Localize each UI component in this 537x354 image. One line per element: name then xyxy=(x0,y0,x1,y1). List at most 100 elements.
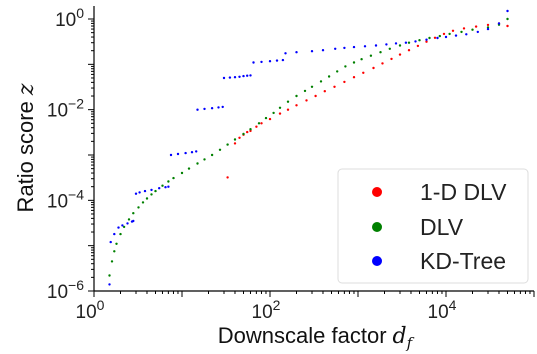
data-point xyxy=(228,76,232,79)
x-axis-ticks: 100 102 104 xyxy=(76,291,535,323)
data-point xyxy=(506,9,509,13)
data-point xyxy=(121,224,124,227)
data-point xyxy=(334,47,337,50)
data-point xyxy=(319,80,323,83)
data-point xyxy=(486,27,490,31)
data-point xyxy=(407,49,411,52)
data-point xyxy=(275,59,279,62)
data-point xyxy=(249,128,252,131)
data-point xyxy=(252,61,255,64)
data-point xyxy=(388,47,391,50)
data-point xyxy=(284,52,287,55)
data-point xyxy=(233,76,237,79)
data-point xyxy=(486,23,490,27)
data-point xyxy=(117,226,120,229)
data-point xyxy=(272,111,275,115)
data-point xyxy=(286,108,290,111)
data-point xyxy=(113,232,116,236)
data-point xyxy=(164,186,167,189)
data-point xyxy=(222,76,226,80)
data-point xyxy=(242,74,245,78)
y-axis-symbol: z xyxy=(14,83,39,96)
data-point xyxy=(141,201,145,204)
data-point xyxy=(497,22,501,25)
data-point xyxy=(363,45,367,48)
data-point xyxy=(428,36,431,40)
data-point xyxy=(246,74,249,77)
y-axis-label-text: Ratio score xyxy=(13,101,38,212)
data-point xyxy=(190,151,194,154)
data-point xyxy=(372,66,375,70)
data-point xyxy=(249,129,252,133)
data-point xyxy=(414,40,417,43)
data-point xyxy=(257,122,261,125)
data-point xyxy=(310,50,314,53)
data-point xyxy=(169,153,173,157)
data-point xyxy=(108,274,111,277)
data-point xyxy=(137,206,140,209)
data-point xyxy=(210,107,214,110)
data-point xyxy=(390,57,393,61)
data-point xyxy=(150,188,153,192)
legend-label-dlv: DLV xyxy=(420,214,464,240)
data-point xyxy=(134,192,138,195)
data-point xyxy=(433,36,437,39)
legend-label-1d-dlv: 1-D DLV xyxy=(420,179,507,205)
data-point xyxy=(327,75,331,78)
data-point xyxy=(260,122,263,125)
data-point xyxy=(115,242,118,245)
data-point xyxy=(323,90,326,93)
data-point xyxy=(109,240,112,244)
data-point xyxy=(336,70,339,73)
x-axis-symbol: d xyxy=(393,324,407,349)
data-point xyxy=(233,138,237,141)
data-point xyxy=(242,132,245,136)
data-point xyxy=(381,62,384,65)
data-point xyxy=(295,104,298,107)
series-kd-tree xyxy=(108,9,509,286)
data-point xyxy=(462,27,466,30)
data-point xyxy=(203,158,206,161)
data-point xyxy=(314,94,317,98)
legend-marker-kd-tree xyxy=(372,256,382,266)
data-point xyxy=(506,24,509,28)
data-point xyxy=(226,176,229,179)
x-axis-label: Downscale factor df xyxy=(218,323,415,352)
data-point xyxy=(132,212,135,215)
data-point xyxy=(150,193,153,196)
data-point xyxy=(233,142,237,145)
data-point xyxy=(476,30,479,34)
data-point xyxy=(281,58,285,62)
data-point xyxy=(352,45,356,49)
data-point xyxy=(425,40,428,43)
data-point xyxy=(416,44,420,48)
data-point xyxy=(343,80,346,84)
series-dlv xyxy=(108,17,509,277)
y-axis-ticks: 10−6 10−4 10−2 100 xyxy=(47,5,94,303)
data-point xyxy=(268,117,272,121)
x-axis-subscript: f xyxy=(406,334,415,352)
data-point xyxy=(127,218,131,221)
data-point xyxy=(321,49,325,52)
data-point xyxy=(196,108,199,111)
data-point xyxy=(471,28,474,31)
data-point xyxy=(278,106,282,110)
data-point xyxy=(113,250,116,253)
data-point xyxy=(249,74,252,77)
tick-label: 102 xyxy=(252,297,281,323)
data-point xyxy=(451,29,455,32)
data-point xyxy=(418,39,421,42)
data-point xyxy=(506,17,509,21)
data-point xyxy=(352,76,356,79)
data-point xyxy=(404,41,408,44)
data-point xyxy=(110,260,114,263)
data-point xyxy=(295,51,298,54)
data-point xyxy=(454,34,458,37)
data-point xyxy=(474,25,478,28)
data-point xyxy=(167,180,170,183)
data-point xyxy=(203,107,206,111)
data-point xyxy=(217,106,220,109)
data-point xyxy=(126,222,129,225)
data-point xyxy=(143,189,147,193)
